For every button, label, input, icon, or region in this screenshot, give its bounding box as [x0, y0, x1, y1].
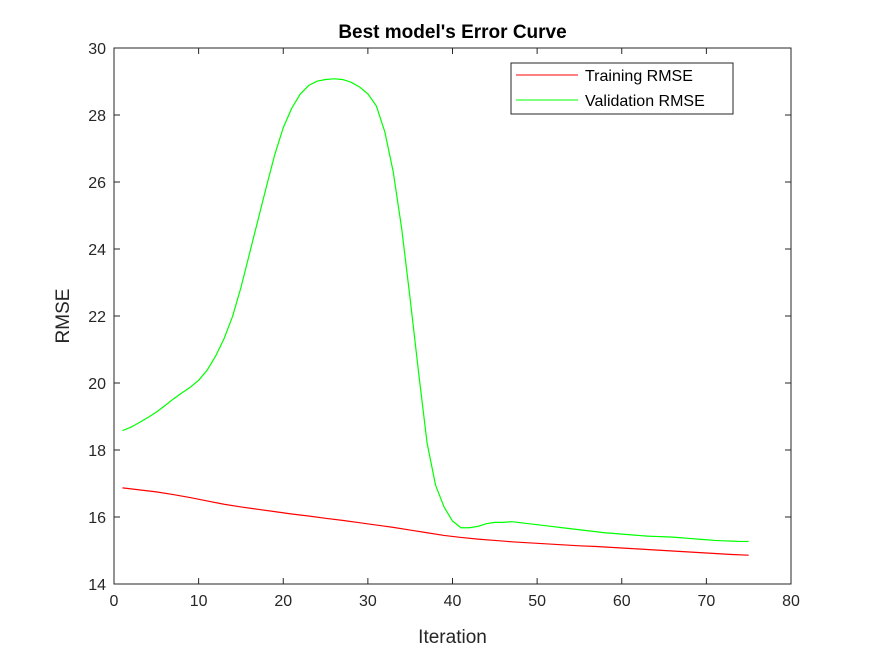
series-line-training-rmse	[122, 487, 749, 556]
x-tick-label: 40	[444, 593, 462, 610]
legend-box	[510, 62, 734, 115]
x-tick-label: 20	[274, 593, 292, 610]
x-tick-label: 70	[697, 593, 715, 610]
legend-label-training-rmse: Training RMSE	[585, 68, 693, 85]
x-tick-label: 60	[613, 593, 631, 610]
x-tick-label: 30	[359, 593, 377, 610]
y-tick-label: 16	[88, 510, 106, 527]
x-tick-label: 0	[110, 593, 119, 610]
legend: Training RMSE Validation RMSE	[510, 62, 734, 115]
x-axis-label: Iteration	[418, 627, 487, 648]
plot-area	[114, 48, 791, 584]
y-axis-label: RMSE	[53, 289, 74, 344]
x-tick-label: 50	[528, 593, 546, 610]
x-tick-label: 80	[782, 593, 800, 610]
y-tick-label: 18	[88, 443, 106, 460]
x-tick-label: 10	[190, 593, 208, 610]
tick-layer: 0 10 20 30 40 50 60 70 80 14 16 18 20 22 24 26 28 30	[88, 41, 800, 610]
series-line-validation-rmse	[122, 78, 749, 543]
y-tick-label: 28	[88, 108, 106, 125]
chart-title: Best model's Error Curve	[338, 22, 566, 43]
series-layer	[122, 78, 749, 556]
y-tick-label: 20	[88, 376, 106, 393]
y-tick-label: 24	[88, 242, 106, 259]
y-tick-label: 26	[88, 175, 106, 192]
y-tick-label: 30	[88, 41, 106, 58]
y-tick-label: 14	[88, 577, 106, 594]
y-tick-label: 22	[88, 309, 106, 326]
legend-label-validation-rmse: Validation RMSE	[585, 93, 705, 110]
